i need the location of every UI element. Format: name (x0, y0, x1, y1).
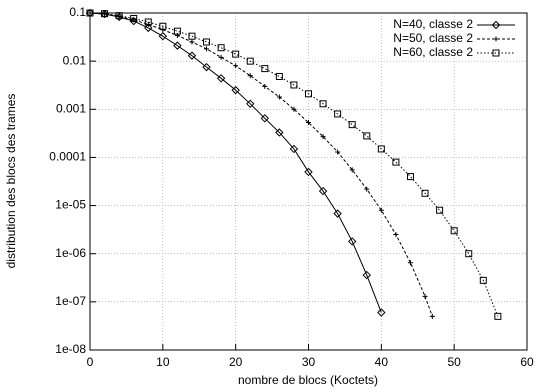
marker (392, 158, 400, 166)
marker (421, 189, 429, 197)
x-tick-label: 50 (447, 355, 461, 369)
marker (189, 39, 195, 45)
marker (406, 173, 414, 181)
marker (493, 36, 499, 42)
x-tick-label: 10 (156, 355, 170, 369)
marker (306, 120, 311, 126)
marker (333, 209, 342, 218)
x-tick-label: 0 (87, 355, 94, 369)
marker (320, 134, 326, 140)
marker (130, 14, 138, 22)
legend-label: N=40, classe 2 (393, 17, 473, 31)
marker (290, 81, 298, 89)
marker (232, 50, 240, 58)
y-tick-label: 0.001 (56, 101, 86, 115)
marker (429, 313, 435, 319)
marker (289, 144, 299, 154)
marker (275, 72, 283, 80)
marker (187, 51, 197, 60)
marker (377, 308, 386, 317)
marker (231, 85, 240, 95)
marker (304, 167, 313, 177)
marker (305, 90, 312, 98)
marker (217, 44, 225, 52)
marker (393, 232, 399, 238)
x-axis-label: nombre de blocs (Koctets) (238, 373, 378, 387)
marker (334, 110, 342, 118)
x-tick-label: 40 (375, 355, 389, 369)
marker (159, 22, 167, 30)
marker (491, 20, 501, 30)
marker (363, 132, 371, 140)
marker (276, 94, 282, 100)
marker (204, 46, 210, 52)
marker (246, 57, 254, 65)
y-tick-label: 0.1 (69, 5, 86, 19)
marker (479, 276, 487, 284)
y-tick-label: 1e-07 (55, 294, 86, 308)
y-tick-label: 1e-05 (55, 198, 86, 212)
marker (349, 167, 355, 173)
marker (291, 106, 297, 112)
marker (275, 128, 284, 137)
marker (144, 23, 153, 33)
marker (86, 9, 94, 17)
marker (233, 63, 239, 69)
marker (247, 73, 253, 79)
marker (318, 186, 328, 196)
marker (335, 149, 341, 155)
marker (348, 121, 356, 129)
legend-label: N=60, classe 2 (393, 45, 473, 59)
marker (202, 62, 211, 72)
marker (188, 32, 196, 40)
marker (436, 206, 444, 214)
marker (347, 237, 357, 246)
y-tick-label: 1e-08 (55, 342, 86, 356)
marker (262, 83, 268, 89)
marker (158, 31, 168, 41)
marker (218, 54, 224, 60)
y-tick-label: 1e-06 (55, 246, 86, 260)
plot-border (89, 12, 528, 351)
marker (407, 260, 413, 266)
marker (203, 38, 211, 46)
series-line (89, 12, 382, 313)
marker (216, 74, 226, 83)
marker (173, 41, 182, 50)
marker (144, 18, 152, 26)
marker (364, 186, 370, 192)
x-tick-label: 20 (229, 355, 243, 369)
marker (261, 65, 269, 73)
x-tick-label: 30 (302, 355, 316, 369)
marker (377, 145, 385, 153)
marker (492, 49, 500, 57)
legend-label: N=50, classe 2 (393, 31, 473, 45)
marker (319, 100, 327, 108)
marker (494, 312, 502, 320)
marker (145, 21, 151, 27)
y-tick-label: 0.0001 (49, 150, 86, 164)
y-axis-label: distribution des blocs des trames (4, 94, 18, 269)
marker (100, 9, 109, 19)
marker (101, 10, 109, 18)
marker (450, 227, 458, 235)
y-tick-label: 0.01 (63, 53, 87, 67)
marker (422, 293, 428, 299)
series-line (89, 12, 499, 317)
series-line (89, 12, 433, 317)
x-tick-label: 60 (520, 355, 534, 369)
marker (173, 27, 181, 35)
marker (465, 250, 473, 258)
marker (378, 207, 384, 213)
marker (246, 99, 255, 109)
marker (362, 270, 371, 280)
marker (260, 114, 270, 123)
marker (116, 13, 122, 19)
marker (115, 12, 123, 20)
